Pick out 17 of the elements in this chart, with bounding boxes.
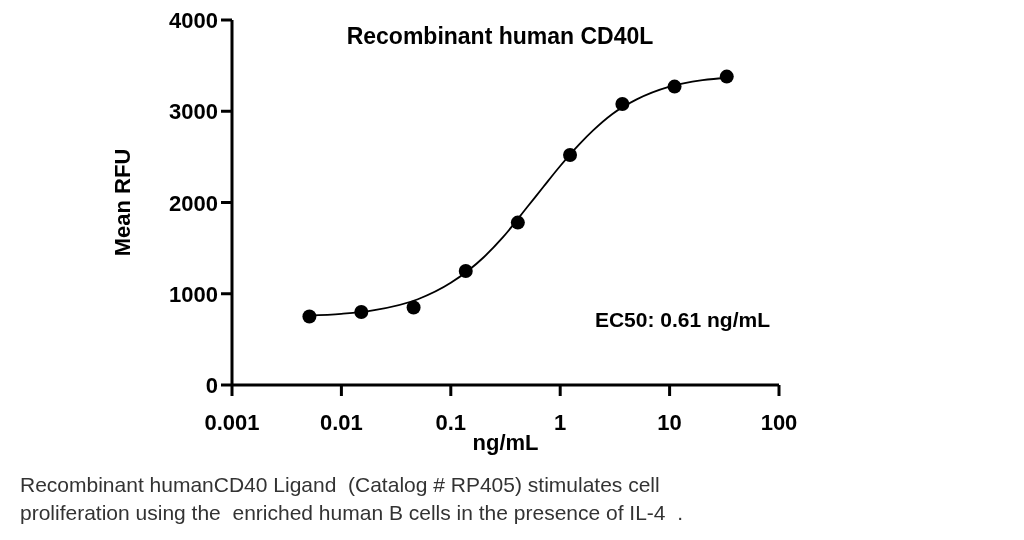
point [406, 300, 421, 315]
x-tick-label: 100 [760, 410, 798, 435]
y-tick-label: 2000 [169, 190, 218, 216]
y-tick-label: 0 [205, 373, 218, 398]
x-tick-label: 0.1 [435, 410, 467, 435]
text: Recombinant humanCD40 Ligand (Catalog # RP405) stimulates cell proliferation using the enriched human B cells in the presence of IL-4 . [20, 473, 684, 524]
y-tick-label: 4000 [169, 8, 218, 33]
y-tick-label: 3000 [169, 99, 218, 125]
y-tick-label: 1000 [169, 281, 218, 307]
chart-title: Recombinant human CD40L [346, 23, 654, 49]
annotation: EC50: 0.61 ng/mL [594, 308, 771, 331]
x-tick-label: 0.01 [319, 410, 363, 435]
x-tick-label: 1 [554, 410, 567, 435]
x-axis-title: ng/mL [472, 430, 539, 455]
x-tick-label: 10 [657, 410, 682, 435]
y-axis-title: Mean RFU [110, 148, 135, 257]
x-tick-label: 0.001 [204, 410, 260, 435]
